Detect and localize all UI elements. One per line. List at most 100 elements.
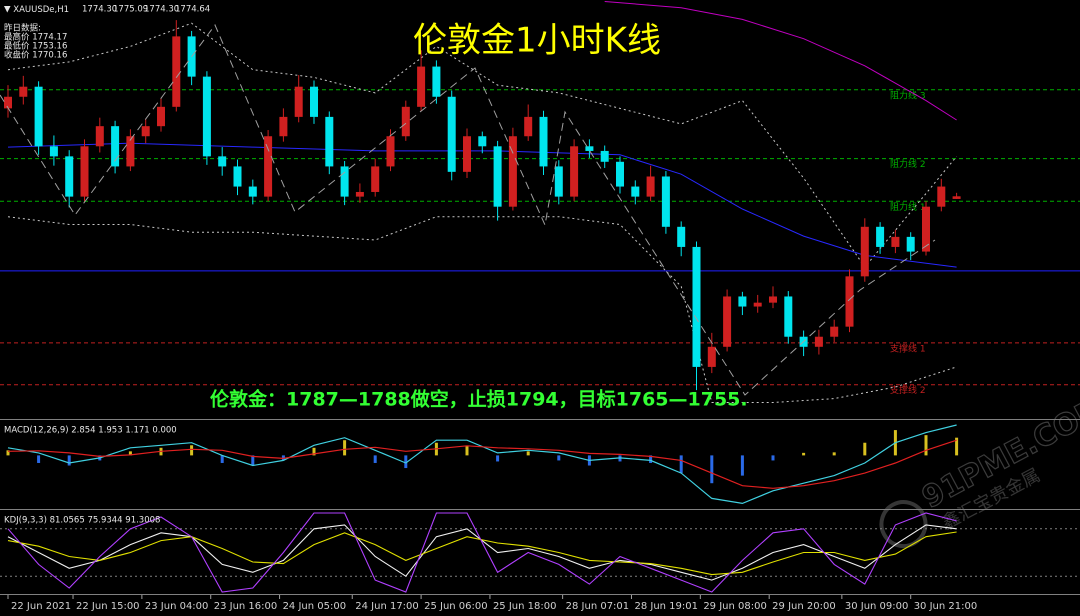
x-tick-label: 28 Jun 19:01 bbox=[634, 601, 698, 612]
candle-body bbox=[325, 116, 334, 167]
candle-body bbox=[616, 161, 624, 187]
candle-body bbox=[661, 176, 670, 227]
indicator-line bbox=[7, 216, 957, 403]
candle-body bbox=[355, 191, 364, 197]
candle-body bbox=[723, 296, 732, 347]
indicator-line bbox=[7, 524, 957, 581]
histogram-bar bbox=[465, 446, 469, 456]
histogram-bar bbox=[526, 451, 530, 456]
symbol-text: XAUUSDe,H1 bbox=[13, 5, 69, 15]
candle-body bbox=[554, 166, 563, 197]
candle-body bbox=[264, 136, 273, 197]
watermark-logo bbox=[879, 500, 928, 549]
candle-body bbox=[830, 326, 839, 337]
candle-body bbox=[417, 66, 426, 107]
candle-body bbox=[19, 86, 28, 97]
x-tick-label: 29 Jun 20:00 bbox=[772, 601, 836, 612]
candle-body bbox=[141, 126, 150, 137]
histogram-bar bbox=[955, 437, 959, 456]
candle-body bbox=[248, 186, 257, 197]
histogram-bar bbox=[6, 450, 10, 456]
candle-body bbox=[49, 146, 58, 157]
indicator-line bbox=[604, 1, 957, 121]
histogram-bar bbox=[343, 440, 347, 456]
candle-body bbox=[279, 116, 288, 137]
histogram-bar bbox=[404, 455, 408, 469]
candle-body bbox=[860, 226, 869, 277]
candle-body bbox=[539, 116, 548, 167]
x-tick-label: 30 Jun 09:00 bbox=[845, 601, 909, 612]
histogram-bar bbox=[832, 452, 836, 456]
candle-body bbox=[80, 146, 89, 197]
candle-body bbox=[157, 106, 165, 127]
histogram-bar bbox=[128, 451, 132, 456]
candle-body bbox=[570, 146, 579, 197]
candle-body bbox=[952, 196, 961, 199]
candle-body bbox=[753, 302, 762, 307]
candle-body bbox=[65, 156, 74, 197]
indicator-line bbox=[7, 22, 957, 268]
histogram-bar bbox=[679, 455, 683, 474]
indicator-line bbox=[7, 142, 957, 268]
candle-body bbox=[677, 226, 686, 247]
symbol: ▼ XAUUSDe,H1 bbox=[4, 5, 69, 15]
pane-label: MACD(12,26,9) 2.854 1.953 1.171 0.000 bbox=[4, 426, 177, 436]
candle-body bbox=[172, 36, 181, 107]
info-line: 昨日数据: bbox=[4, 23, 41, 34]
x-tick-label: 22 Jun 2021 bbox=[11, 601, 71, 612]
candle-body bbox=[906, 236, 915, 252]
candle-body bbox=[814, 336, 823, 347]
candle-body bbox=[508, 136, 517, 207]
level-label: 支撑线 2 bbox=[890, 384, 926, 396]
indicator-line bbox=[7, 439, 957, 489]
x-tick-label: 29 Jun 08:00 bbox=[703, 601, 767, 612]
x-tick-label: 24 Jun 17:00 bbox=[355, 601, 419, 612]
ohlc: 1775.09 bbox=[113, 5, 148, 15]
candle-body bbox=[707, 346, 716, 367]
histogram-bar bbox=[924, 435, 928, 456]
ohlc: 1774.30 bbox=[144, 5, 179, 15]
info-line: 最高价 1774.17 bbox=[4, 32, 67, 43]
indicator-line bbox=[7, 531, 957, 576]
candle-body bbox=[34, 86, 43, 147]
candle-body bbox=[922, 206, 930, 252]
level-label: 阻力线 1 bbox=[890, 201, 926, 213]
candle-body bbox=[432, 66, 441, 97]
candle-body bbox=[111, 126, 120, 167]
candle-body bbox=[692, 246, 701, 367]
candle-body bbox=[646, 176, 655, 197]
candle-body bbox=[891, 236, 900, 247]
level-label: 阻力线 2 bbox=[890, 158, 926, 170]
candle-body bbox=[233, 166, 242, 187]
candle-body bbox=[447, 96, 456, 172]
x-tick-label: 22 Jun 15:00 bbox=[76, 601, 140, 612]
candle-body bbox=[845, 276, 854, 327]
histogram-bar bbox=[496, 455, 500, 462]
x-tick-label: 30 Jun 21:00 bbox=[914, 601, 978, 612]
x-tick-label: 23 Jun 04:00 bbox=[145, 601, 209, 612]
histogram-bar bbox=[649, 455, 653, 463]
x-tick-label: 23 Jun 16:00 bbox=[214, 601, 278, 612]
candle-body bbox=[600, 150, 609, 162]
candle-body bbox=[631, 186, 640, 197]
candle-body bbox=[585, 146, 594, 151]
histogram-bar bbox=[771, 455, 775, 461]
histogram-bar bbox=[251, 455, 255, 466]
histogram-bar bbox=[37, 455, 41, 463]
candle-body bbox=[310, 86, 318, 117]
candle-body bbox=[463, 136, 471, 172]
ohlc: 1774.64 bbox=[175, 5, 210, 15]
info-line: 收盘价 1770.16 bbox=[4, 50, 67, 61]
histogram-bar bbox=[67, 455, 71, 466]
indicator-line bbox=[7, 424, 957, 505]
info-line: 最低价 1753.16 bbox=[4, 41, 67, 52]
x-tick-label: 25 Jun 18:00 bbox=[493, 601, 557, 612]
level-label: 支撑线 1 bbox=[890, 342, 926, 354]
candle-body bbox=[738, 296, 747, 307]
x-tick-label: 24 Jun 05:00 bbox=[283, 601, 347, 612]
x-tick-label: 25 Jun 06:00 bbox=[424, 601, 488, 612]
indicator-line bbox=[7, 512, 957, 593]
